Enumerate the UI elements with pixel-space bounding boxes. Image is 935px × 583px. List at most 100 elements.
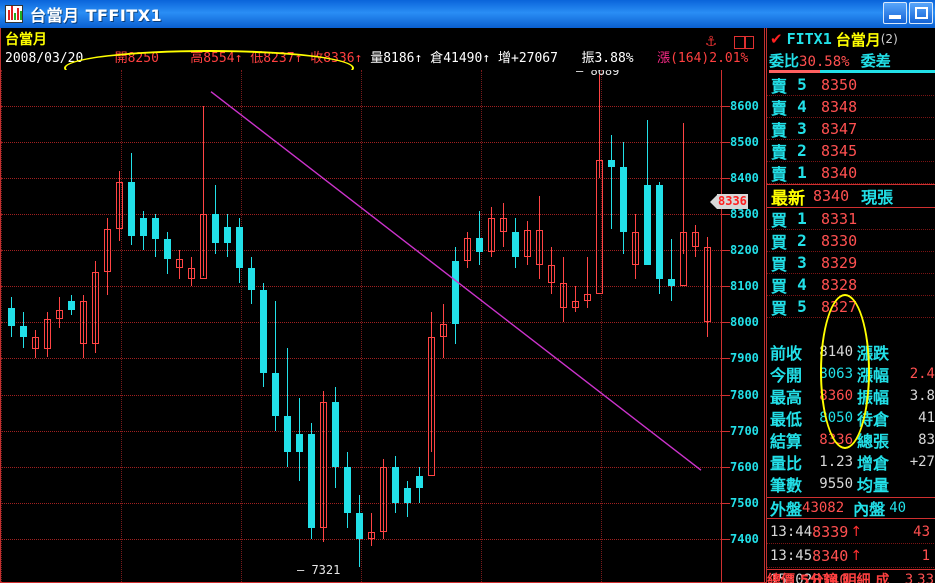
order-ratio-row: 委比30.58% 委差 bbox=[769, 50, 935, 72]
bid-row[interactable]: 買 3 8329 bbox=[767, 252, 935, 274]
last-price-row[interactable]: 最新 8340 現張 bbox=[767, 184, 935, 209]
candlestick bbox=[271, 70, 279, 582]
chart-header: 台當月 2008/03/20 開8250 高8554↑ 低8237↑ 收8336… bbox=[1, 28, 764, 86]
ohlc-open: 8250 bbox=[127, 51, 159, 66]
check-icon[interactable]: ✔ bbox=[770, 30, 783, 48]
quote-suffix: (2) bbox=[880, 32, 898, 46]
stat-value: 8050 bbox=[819, 410, 853, 426]
candlestick bbox=[367, 70, 375, 582]
candle-wick bbox=[202, 106, 204, 276]
candle-body bbox=[331, 401, 339, 467]
candlestick bbox=[343, 70, 351, 582]
marker-arrow-icon bbox=[710, 194, 717, 209]
stat-key: 筆數 bbox=[770, 476, 803, 495]
candle-body bbox=[559, 282, 567, 308]
tick-volume: 43 bbox=[913, 523, 930, 540]
price-axis-label: 8300 bbox=[730, 207, 759, 222]
marker-price: 8336 bbox=[717, 194, 748, 210]
outer-value: 43082 bbox=[802, 500, 845, 516]
ask-row[interactable]: 賣 2 8345 bbox=[767, 140, 935, 162]
time-and-sales-list[interactable]: 13:44 8339 ↑ 43 13:45 8340 ↑ 1 15:02 8340 3 33 bbox=[767, 520, 935, 583]
tick-price: 8339 bbox=[812, 522, 849, 541]
candle-body bbox=[547, 264, 555, 283]
candlestick bbox=[427, 70, 435, 582]
price-axis-label: 7500 bbox=[730, 495, 759, 510]
stat-value-2: 41 bbox=[918, 410, 935, 426]
book-side-label: 買 bbox=[771, 276, 788, 296]
price-axis-tick bbox=[722, 466, 730, 468]
ask-row[interactable]: 賣 5 8350 bbox=[767, 74, 935, 96]
bid-row[interactable]: 買 5 8327 bbox=[767, 296, 935, 318]
bid-row[interactable]: 買 4 8328 bbox=[767, 274, 935, 296]
price-axis-tick bbox=[722, 394, 730, 396]
price-axis-tick bbox=[722, 250, 730, 252]
ask-row[interactable]: 賣 3 8347 bbox=[767, 118, 935, 140]
chart-toolbar: ⚓ bbox=[698, 30, 758, 54]
candle-body bbox=[235, 226, 243, 269]
candle-body bbox=[163, 239, 171, 260]
tick-price: 8340 bbox=[812, 546, 849, 565]
chart-plot-area[interactable]: — 8689 — 7321 bbox=[1, 70, 721, 582]
window-title-bar: 台當月 TFFITX1 bbox=[0, 0, 935, 28]
price-axis-tick bbox=[722, 538, 730, 540]
order-ratio-left-label: 委比 bbox=[769, 52, 800, 70]
bid-row[interactable]: 買 2 8330 bbox=[767, 230, 935, 252]
candlestick bbox=[499, 70, 507, 582]
tick-volume: 3 bbox=[904, 571, 914, 583]
candle-wick bbox=[94, 261, 96, 354]
quote-panel-footer[interactable]: 總價 5分鐘 明細 成 bbox=[767, 569, 935, 583]
high-label: — 8689 bbox=[576, 70, 620, 78]
candle-body bbox=[283, 416, 291, 453]
last-price-label: 最新 bbox=[771, 188, 805, 209]
book-level: 1 bbox=[797, 209, 807, 228]
price-axis-label: 7600 bbox=[730, 459, 759, 474]
candle-body bbox=[463, 237, 471, 262]
tick-row[interactable]: 13:45 8340 ↑ 1 bbox=[767, 544, 935, 568]
tick-row[interactable]: 13:44 8339 ↑ 43 bbox=[767, 520, 935, 544]
ask-row[interactable]: 賣 1 8340 bbox=[767, 162, 935, 184]
stat-key: 結算 bbox=[770, 432, 803, 451]
candle-wick bbox=[670, 239, 672, 301]
maximize-button[interactable] bbox=[909, 2, 933, 24]
candle-body bbox=[691, 232, 699, 247]
candle-body bbox=[523, 230, 531, 258]
anchor-icon[interactable]: ⚓ bbox=[706, 31, 717, 51]
chart-app-icon bbox=[5, 5, 23, 23]
candle-body bbox=[199, 214, 207, 280]
stat-row: 結算 8336 總張 83 bbox=[767, 429, 935, 451]
candle-body bbox=[43, 318, 51, 350]
candlestick bbox=[619, 70, 627, 582]
stat-value: 1.23 bbox=[819, 454, 853, 470]
candlestick bbox=[547, 70, 555, 582]
candle-body bbox=[535, 230, 543, 265]
stat-key-2: 漲跌 bbox=[857, 344, 890, 363]
price-axis-tick bbox=[722, 142, 730, 144]
chart-panel[interactable]: 台當月 2008/03/20 開8250 高8554↑ 低8237↑ 收8336… bbox=[0, 28, 766, 583]
minimize-button[interactable] bbox=[883, 2, 907, 24]
candle-wick bbox=[382, 459, 384, 539]
price-axis-label: 8400 bbox=[730, 171, 759, 186]
bid-row[interactable]: 買 1 8331 bbox=[767, 208, 935, 230]
candle-body bbox=[151, 217, 159, 240]
stat-value-2: 3.8 bbox=[909, 388, 935, 404]
quote-statistics: 前收 8140 漲跌 今開 8063 漲幅 2.4 最高 8360 振幅 3.8 最低 8050 待倉 41… bbox=[767, 341, 935, 495]
ask-row[interactable]: 賣 4 8348 bbox=[767, 96, 935, 118]
candlestick bbox=[307, 70, 315, 582]
tick-row[interactable]: 15:02 8340 3 33 bbox=[767, 568, 935, 583]
tick-volume-2: 33 bbox=[917, 571, 934, 583]
high-arrow-icon: ↑ bbox=[234, 51, 243, 66]
candle-body bbox=[223, 226, 231, 244]
candlestick bbox=[55, 70, 63, 582]
candlestick bbox=[295, 70, 303, 582]
order-book[interactable]: 賣 5 8350 賣 4 8348 賣 3 8347 賣 2 8345 賣 1 8340 最新 8340 現張買 1… bbox=[767, 74, 935, 318]
stat-key: 今開 bbox=[770, 366, 803, 385]
candle-body bbox=[655, 185, 663, 280]
ohlc-oichg: +27067 bbox=[511, 51, 558, 66]
book-price: 8348 bbox=[821, 97, 858, 116]
close-arrow-icon: ↑ bbox=[354, 51, 363, 66]
candlestick bbox=[31, 70, 39, 582]
price-axis-tick bbox=[722, 430, 730, 432]
price-axis[interactable]: 8600 8500 8400 8300 8200 8100 8000 7900 7800 7700… bbox=[710, 70, 765, 582]
split-window-icon[interactable] bbox=[734, 36, 754, 49]
candle-body bbox=[439, 324, 447, 337]
